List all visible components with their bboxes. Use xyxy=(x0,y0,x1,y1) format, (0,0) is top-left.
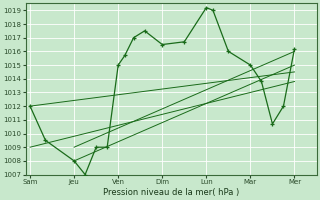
X-axis label: Pression niveau de la mer( hPa ): Pression niveau de la mer( hPa ) xyxy=(103,188,239,197)
